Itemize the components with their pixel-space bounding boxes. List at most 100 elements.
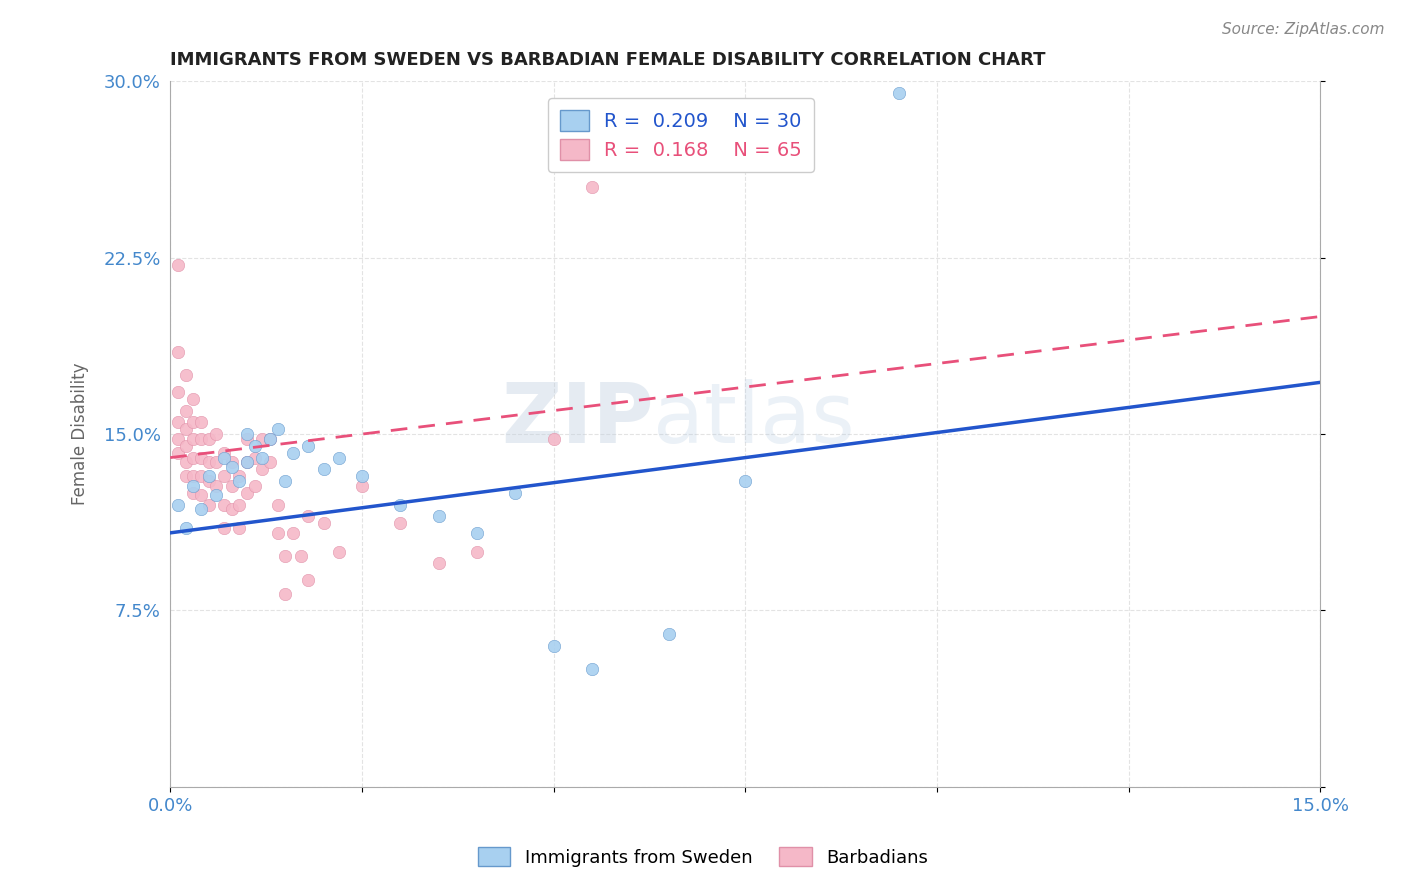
Point [274, 474, 297, 488]
Point [887, 86, 910, 100]
Point [212, 521, 235, 535]
Point [243, 479, 266, 493]
Point [312, 516, 335, 531]
Point [312, 462, 335, 476]
Point [197, 498, 219, 512]
Point [167, 415, 190, 429]
Point [190, 450, 212, 465]
Point [465, 525, 488, 540]
Legend: Immigrants from Sweden, Barbadians: Immigrants from Sweden, Barbadians [471, 840, 935, 874]
Point [174, 439, 197, 453]
Point [197, 469, 219, 483]
Point [290, 549, 312, 564]
Point [297, 439, 319, 453]
Point [190, 432, 212, 446]
Point [174, 455, 197, 469]
Point [212, 498, 235, 512]
Point [350, 469, 373, 483]
Point [221, 455, 243, 469]
Point [212, 446, 235, 460]
Point [228, 521, 250, 535]
Point [274, 587, 297, 601]
Point [221, 479, 243, 493]
Point [174, 422, 197, 436]
Point [236, 455, 259, 469]
Point [734, 474, 756, 488]
Point [266, 422, 288, 436]
Point [181, 392, 204, 406]
Point [205, 479, 228, 493]
Point [427, 509, 450, 524]
Point [543, 639, 565, 653]
Point [181, 469, 204, 483]
Point [297, 573, 319, 587]
Point [243, 450, 266, 465]
Point [259, 455, 281, 469]
Point [389, 516, 412, 531]
Point [252, 462, 274, 476]
Point [167, 344, 190, 359]
Text: IMMIGRANTS FROM SWEDEN VS BARBADIAN FEMALE DISABILITY CORRELATION CHART: IMMIGRANTS FROM SWEDEN VS BARBADIAN FEMA… [170, 51, 1046, 69]
Point [266, 498, 288, 512]
Point [236, 486, 259, 500]
Point [181, 450, 204, 465]
Point [236, 432, 259, 446]
Point [297, 509, 319, 524]
Point [266, 525, 288, 540]
Point [167, 384, 190, 399]
Point [181, 486, 204, 500]
Point [181, 432, 204, 446]
Point [174, 469, 197, 483]
Point [228, 498, 250, 512]
Point [205, 488, 228, 502]
Y-axis label: Female Disability: Female Disability [72, 363, 89, 506]
Point [167, 258, 190, 272]
Point [427, 557, 450, 571]
Point [228, 474, 250, 488]
Text: Source: ZipAtlas.com: Source: ZipAtlas.com [1222, 22, 1385, 37]
Point [259, 432, 281, 446]
Point [190, 415, 212, 429]
Point [259, 432, 281, 446]
Point [243, 439, 266, 453]
Point [281, 446, 304, 460]
Point [181, 415, 204, 429]
Point [212, 469, 235, 483]
Point [281, 525, 304, 540]
Point [252, 432, 274, 446]
Point [174, 403, 197, 417]
Point [181, 479, 204, 493]
Point [190, 502, 212, 516]
Point [465, 544, 488, 558]
Point [274, 549, 297, 564]
Point [190, 469, 212, 483]
Point [581, 662, 603, 676]
Point [236, 427, 259, 442]
Point [197, 455, 219, 469]
Point [167, 432, 190, 446]
Point [167, 446, 190, 460]
Point [167, 498, 190, 512]
Point [328, 544, 350, 558]
Point [174, 368, 197, 383]
Point [350, 479, 373, 493]
Point [252, 450, 274, 465]
Point [328, 450, 350, 465]
Point [658, 627, 681, 641]
Point [236, 455, 259, 469]
Point [197, 474, 219, 488]
Point [228, 469, 250, 483]
Point [174, 521, 197, 535]
Point [221, 460, 243, 475]
Point [197, 432, 219, 446]
Point [389, 498, 412, 512]
Point [503, 486, 526, 500]
Legend: R =  0.209    N = 30, R =  0.168    N = 65: R = 0.209 N = 30, R = 0.168 N = 65 [548, 98, 814, 171]
Text: ZIP: ZIP [501, 379, 654, 460]
Text: atlas: atlas [654, 379, 855, 460]
Point [212, 450, 235, 465]
Point [205, 455, 228, 469]
Point [190, 488, 212, 502]
Point [543, 432, 565, 446]
Point [205, 427, 228, 442]
